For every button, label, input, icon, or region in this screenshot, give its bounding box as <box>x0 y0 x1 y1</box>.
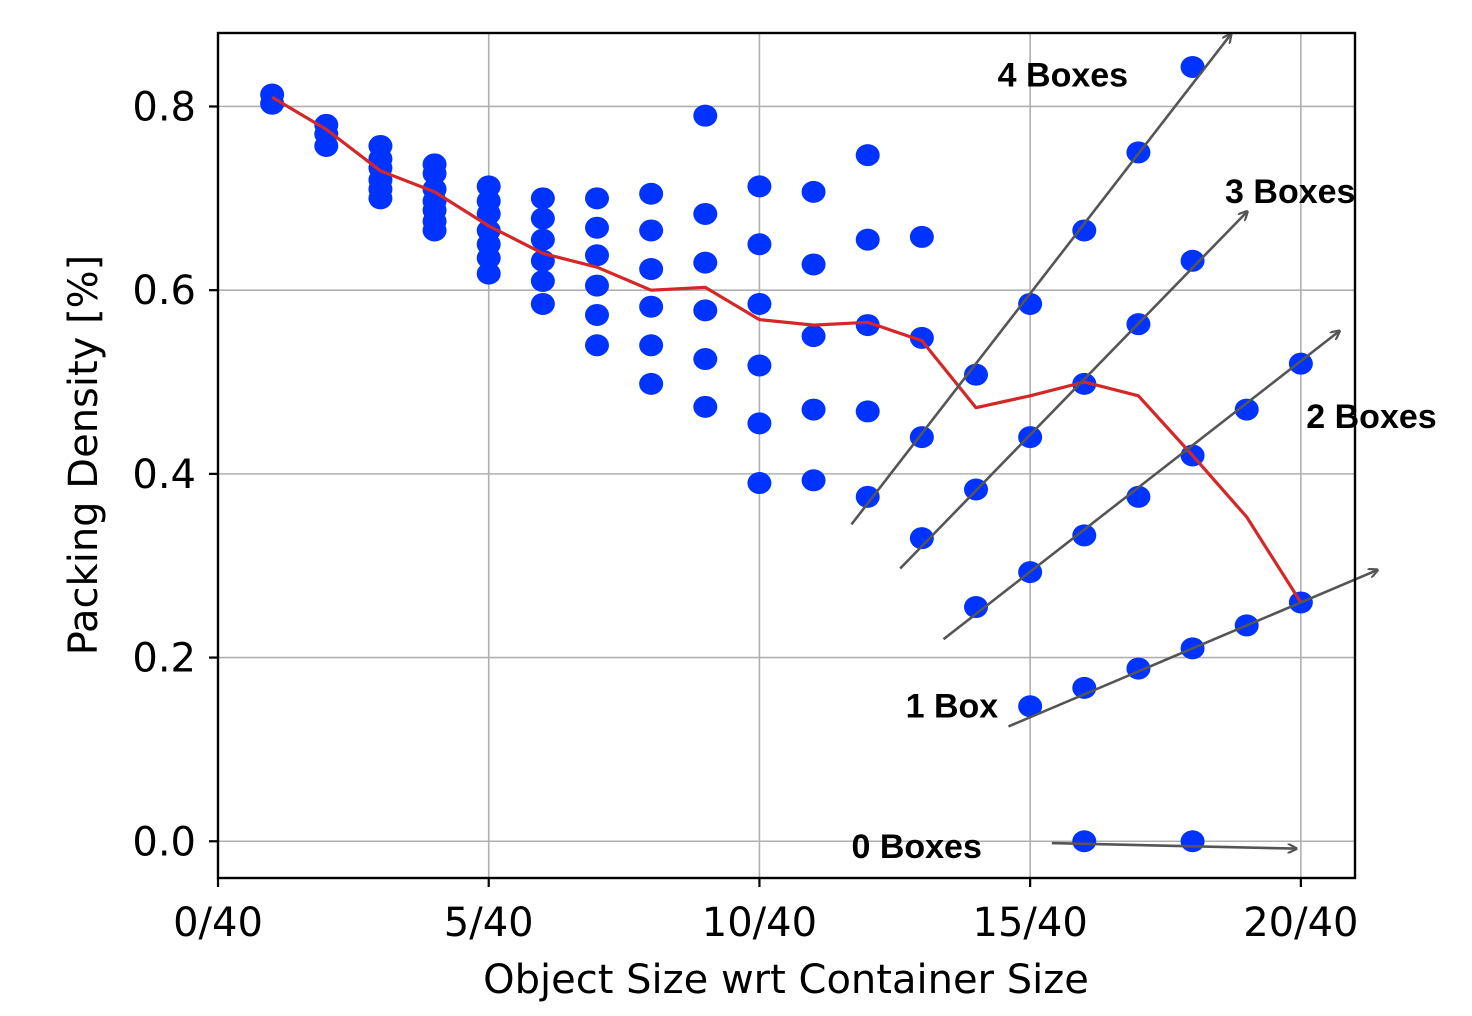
annotation-label: 1 Box <box>906 687 999 725</box>
x-axis-label: Object Size wrt Container Size <box>483 957 1089 1003</box>
data-point <box>1072 219 1097 242</box>
data-point <box>585 216 609 239</box>
data-point <box>476 262 501 285</box>
data-point <box>855 144 880 167</box>
data-point <box>964 596 988 619</box>
data-point <box>747 472 772 495</box>
data-point <box>585 274 609 297</box>
data-point <box>693 395 718 418</box>
trend-arrow <box>850 35 1230 526</box>
data-point <box>1180 55 1205 78</box>
data-point <box>747 233 772 256</box>
data-point <box>801 325 826 348</box>
data-point <box>260 92 285 115</box>
data-point <box>585 187 609 210</box>
annotation-label: 4 Boxes <box>998 56 1128 94</box>
data-point <box>693 348 718 371</box>
data-point <box>476 202 501 225</box>
data-point <box>1018 695 1043 718</box>
data-point <box>585 244 609 267</box>
data-point <box>1234 398 1259 421</box>
scatter-points <box>260 55 1313 853</box>
data-point <box>422 162 447 185</box>
data-point <box>639 182 664 205</box>
data-point <box>530 228 555 251</box>
x-tick-label: 10/40 <box>702 900 817 946</box>
data-point <box>855 314 880 337</box>
data-point <box>639 295 664 318</box>
data-point <box>1072 676 1097 699</box>
data-point <box>476 247 501 270</box>
data-point <box>801 469 826 492</box>
data-point <box>747 292 772 315</box>
data-point <box>585 303 609 326</box>
trend-arrow <box>1007 570 1376 728</box>
data-point <box>1180 249 1205 272</box>
data-point <box>1180 830 1205 853</box>
mean-density-line <box>271 95 1303 604</box>
y-axis-label: Packing Density [%] <box>61 255 107 656</box>
data-point <box>693 104 718 127</box>
data-point <box>693 251 718 274</box>
y-ticks: 0.0 0.2 0.4 0.6 0.8 <box>132 84 218 865</box>
data-point <box>530 187 555 210</box>
trend-arrow <box>1051 841 1296 849</box>
x-tick-label: 20/40 <box>1243 900 1358 946</box>
data-point <box>639 334 664 357</box>
data-point <box>801 253 826 276</box>
y-tick-label: 0.8 <box>132 84 196 130</box>
data-point <box>530 269 555 292</box>
data-point <box>801 180 826 203</box>
trend-arrow <box>899 212 1247 570</box>
data-point <box>1072 524 1097 547</box>
data-point <box>1288 352 1313 375</box>
data-point <box>530 292 555 315</box>
mean-line-layer <box>271 95 1303 604</box>
data-point <box>801 398 826 421</box>
y-tick-label: 0.0 <box>132 819 196 865</box>
data-point <box>422 219 447 242</box>
data-point <box>747 175 772 198</box>
data-point <box>639 219 664 242</box>
data-point <box>314 134 339 157</box>
trend-arrows <box>850 35 1376 849</box>
y-tick-label: 0.6 <box>132 268 196 314</box>
x-tick-label: 15/40 <box>973 900 1088 946</box>
data-point <box>585 334 609 357</box>
data-point <box>530 207 555 230</box>
grid <box>217 33 1355 878</box>
data-point <box>909 225 934 248</box>
x-tick-label: 0/40 <box>173 900 263 946</box>
data-point <box>1072 372 1097 395</box>
x-tick-label: 5/40 <box>444 900 534 946</box>
trend-arrow <box>942 332 1339 641</box>
data-point <box>747 354 772 377</box>
data-point <box>855 485 880 508</box>
annotation-label: 3 Boxes <box>1225 173 1355 211</box>
data-point <box>693 202 718 225</box>
data-point <box>1072 830 1097 853</box>
annotation-label: 0 Boxes <box>851 828 981 866</box>
data-point <box>855 400 880 423</box>
data-point <box>693 299 718 322</box>
y-tick-label: 0.4 <box>132 452 196 498</box>
data-point <box>639 258 664 281</box>
data-point <box>909 326 934 349</box>
annotation-label: 2 Boxes <box>1306 398 1436 436</box>
plot-frame <box>216 31 1357 880</box>
data-point <box>639 372 664 395</box>
y-tick-label: 0.2 <box>132 636 196 682</box>
data-point <box>1018 292 1043 315</box>
x-ticks: 0/40 5/40 10/40 15/40 20/40 <box>173 878 1358 946</box>
data-point <box>747 412 772 435</box>
data-point <box>368 187 393 210</box>
data-point <box>1126 485 1151 508</box>
annotations: 4 Boxes 3 Boxes 2 Boxes 1 Box 0 Boxes <box>851 56 1436 866</box>
data-point <box>909 527 934 550</box>
data-point <box>855 228 880 251</box>
